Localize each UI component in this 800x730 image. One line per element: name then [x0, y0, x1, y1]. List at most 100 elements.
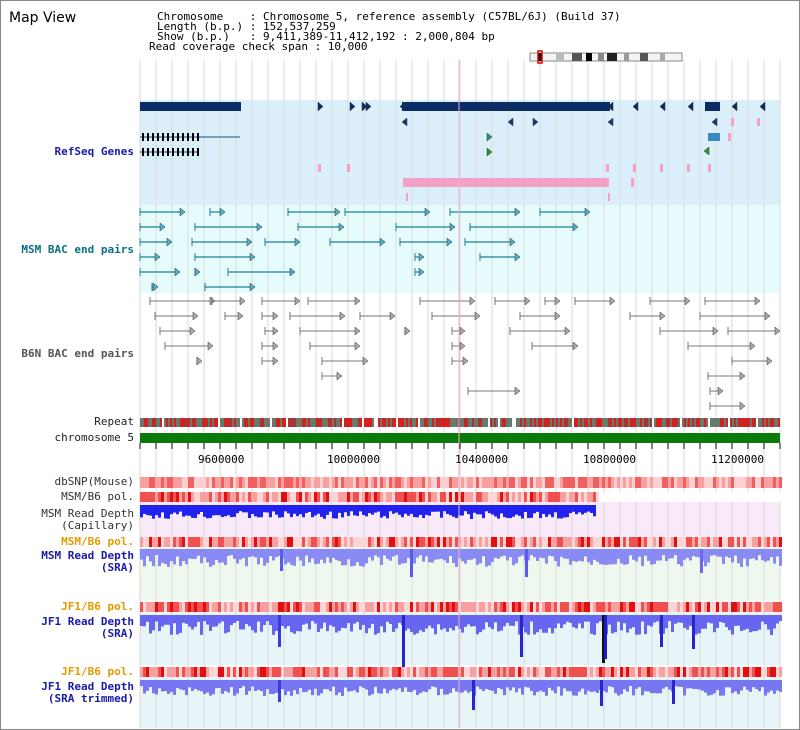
bac-end[interactable] — [237, 311, 244, 321]
gene-marker[interactable] — [365, 101, 372, 112]
bac-end[interactable] — [462, 356, 469, 366]
gene-marker[interactable] — [349, 101, 356, 112]
gene-marker[interactable] — [711, 117, 718, 127]
bac-end[interactable] — [712, 326, 719, 336]
bac-end[interactable] — [684, 296, 691, 306]
bac-end[interactable] — [249, 282, 256, 292]
gene-marker[interactable] — [759, 101, 766, 112]
bac-end[interactable] — [564, 326, 571, 336]
bac-end[interactable] — [294, 296, 301, 306]
bac-end[interactable] — [739, 371, 746, 381]
gene-marker[interactable] — [703, 146, 710, 156]
bac-end[interactable] — [609, 296, 616, 306]
bac-end[interactable] — [334, 207, 341, 217]
gene-block[interactable] — [402, 102, 610, 111]
msm-b6-pol-track-2[interactable] — [140, 537, 782, 547]
chromosome-ideogram[interactable] — [529, 50, 683, 64]
gene-marker[interactable] — [687, 101, 694, 112]
bac-end[interactable] — [336, 371, 343, 381]
repeat-track[interactable] — [140, 418, 780, 427]
gene-marker[interactable] — [485, 101, 492, 112]
bac-end[interactable] — [272, 311, 279, 321]
gene-marker[interactable] — [731, 101, 738, 112]
bac-end[interactable] — [256, 222, 263, 232]
gene-marker[interactable] — [607, 117, 614, 127]
bac-end[interactable] — [354, 326, 361, 336]
jf1-depth-trimmed-track[interactable] — [140, 680, 782, 710]
bac-end[interactable] — [418, 267, 425, 277]
bac-end[interactable] — [272, 341, 279, 351]
dbsnp-track[interactable] — [140, 477, 782, 488]
bac-end[interactable] — [446, 237, 453, 247]
gene-marker[interactable] — [486, 132, 493, 142]
gene-marker[interactable] — [607, 101, 614, 112]
gene-marker[interactable] — [507, 117, 514, 127]
bac-end[interactable] — [354, 341, 361, 351]
bac-end[interactable] — [449, 222, 456, 232]
bac-end[interactable] — [272, 356, 279, 366]
msm-depth-capillary-track[interactable] — [140, 505, 596, 519]
bac-end[interactable] — [524, 296, 531, 306]
gene-block[interactable] — [708, 133, 720, 141]
bac-end[interactable] — [554, 311, 561, 321]
bac-end[interactable] — [717, 386, 724, 396]
b6n-bac-track[interactable] — [149, 296, 781, 411]
bac-end[interactable] — [474, 311, 481, 321]
bac-end[interactable] — [154, 252, 161, 262]
bac-end[interactable] — [514, 386, 521, 396]
gene-block[interactable] — [705, 102, 720, 111]
bac-end[interactable] — [219, 207, 226, 217]
bac-end[interactable] — [239, 296, 246, 306]
gene-marker[interactable] — [632, 101, 639, 112]
gene-marker[interactable] — [659, 101, 666, 112]
bac-end[interactable] — [404, 326, 411, 336]
gene-marker[interactable] — [532, 117, 539, 127]
gene-marker[interactable] — [506, 101, 513, 112]
bac-end[interactable] — [514, 252, 521, 262]
bac-end[interactable] — [196, 356, 203, 366]
gene-marker[interactable] — [401, 117, 408, 127]
bac-end[interactable] — [159, 222, 166, 232]
bac-end[interactable] — [272, 326, 279, 336]
gene-block[interactable] — [403, 178, 609, 187]
bac-end[interactable] — [584, 207, 591, 217]
bac-end[interactable] — [379, 237, 386, 247]
bac-end[interactable] — [389, 311, 396, 321]
bac-end[interactable] — [339, 311, 346, 321]
bac-end[interactable] — [354, 296, 361, 306]
bac-end[interactable] — [166, 237, 173, 247]
ideogram-band[interactable] — [530, 53, 682, 61]
jf1-depth-sra-track[interactable] — [140, 615, 782, 667]
bac-end[interactable] — [207, 341, 214, 351]
msm-depth-sra-track[interactable] — [140, 549, 782, 577]
bac-end[interactable] — [459, 341, 466, 351]
bac-end[interactable] — [749, 341, 756, 351]
bac-end[interactable] — [572, 341, 579, 351]
bac-end[interactable] — [289, 267, 296, 277]
bac-end[interactable] — [764, 311, 771, 321]
bac-end[interactable] — [469, 296, 476, 306]
bac-end[interactable] — [179, 207, 186, 217]
gene-marker[interactable] — [399, 101, 406, 112]
gene-marker[interactable] — [361, 101, 368, 112]
bac-end[interactable] — [246, 237, 253, 247]
bac-end[interactable] — [418, 252, 425, 262]
msm-b6-pol-track[interactable] — [140, 492, 782, 502]
jf1-b6-pol-track-2[interactable] — [140, 667, 782, 677]
bac-end[interactable] — [459, 326, 466, 336]
bac-end[interactable] — [192, 311, 199, 321]
bac-end[interactable] — [189, 326, 196, 336]
bac-end[interactable] — [739, 401, 746, 411]
jf1-b6-pol-track[interactable] — [140, 602, 782, 612]
bac-end[interactable] — [572, 222, 579, 232]
bac-end[interactable] — [766, 356, 773, 366]
bac-end[interactable] — [249, 252, 256, 262]
bac-end[interactable] — [362, 356, 369, 366]
bac-end[interactable] — [774, 326, 781, 336]
gene-marker[interactable] — [317, 101, 324, 112]
bac-end[interactable] — [294, 237, 301, 247]
bac-end[interactable] — [554, 296, 561, 306]
bac-end[interactable] — [514, 207, 521, 217]
bac-end[interactable] — [424, 207, 431, 217]
